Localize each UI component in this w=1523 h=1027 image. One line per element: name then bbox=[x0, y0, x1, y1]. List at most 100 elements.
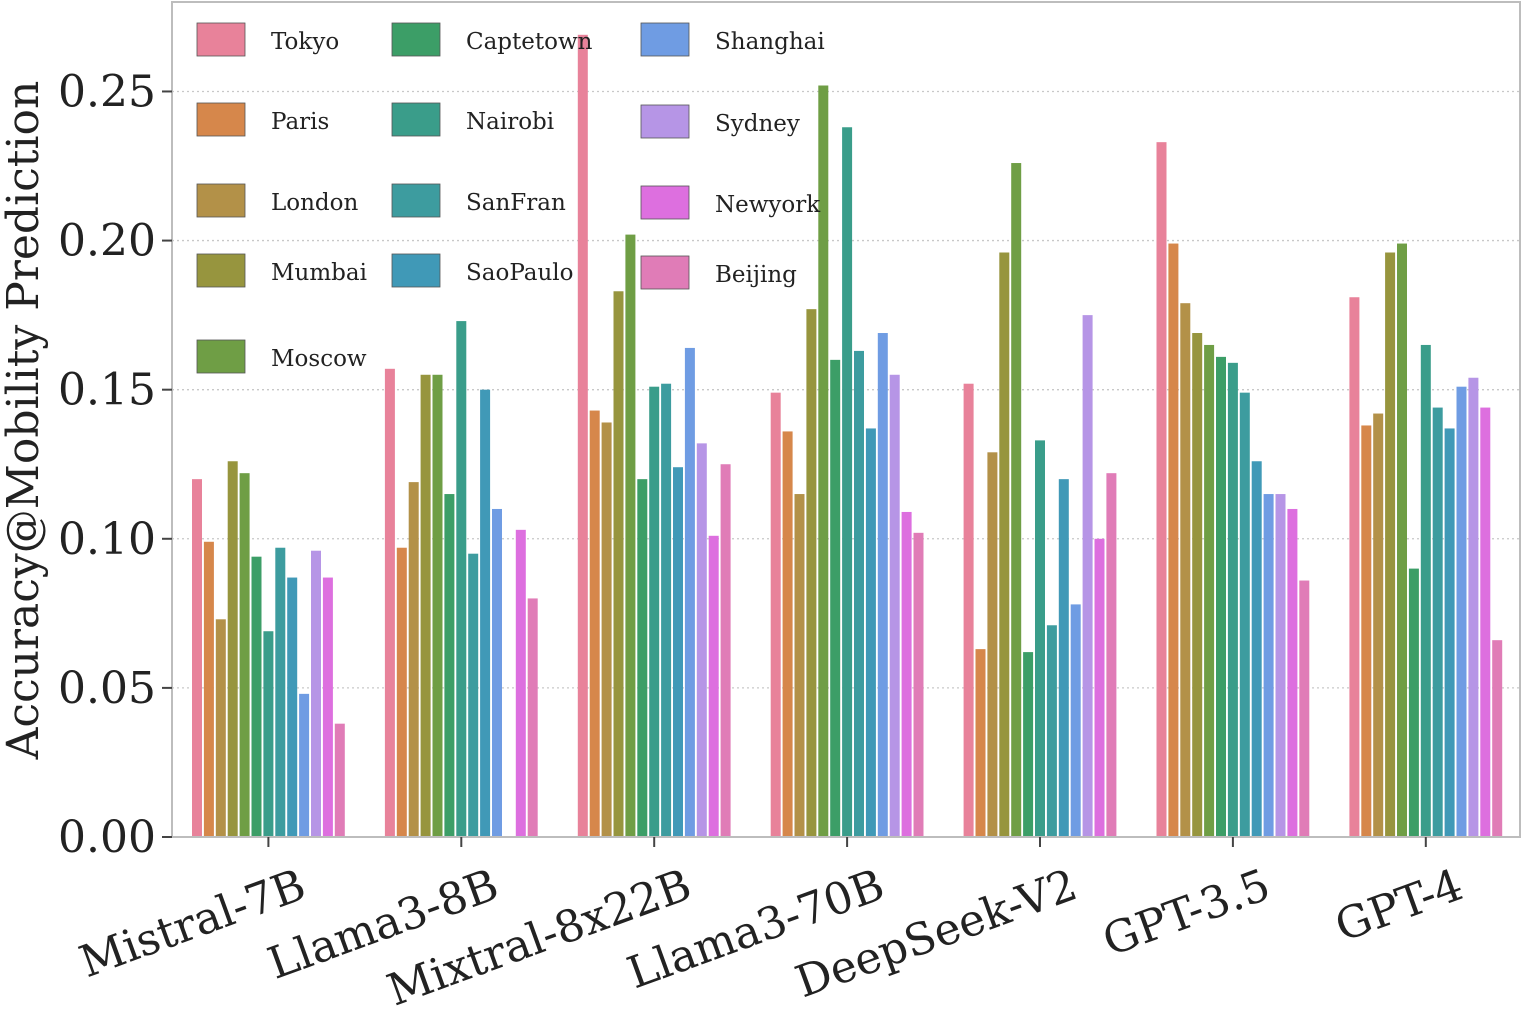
bar-captetown-mistral-7b bbox=[251, 556, 262, 837]
legend-label-london: London bbox=[271, 190, 359, 216]
bar-shanghai-gpt-4 bbox=[1456, 386, 1467, 837]
bar-captetown-gpt-3.5 bbox=[1216, 356, 1226, 837]
y-tick-label: 0.15 bbox=[58, 365, 156, 416]
bar-tokyo-deepseek-v2 bbox=[963, 383, 974, 837]
bar-nairobi-gpt-4 bbox=[1420, 344, 1431, 837]
legend-swatch-newyork bbox=[640, 185, 690, 220]
bar-nairobi-llama3-70b bbox=[842, 127, 853, 837]
legend-swatch-sanfran bbox=[391, 183, 441, 218]
bar-saopaulo-llama3-8b bbox=[480, 389, 491, 837]
bar-newyork-mistral-7b bbox=[322, 577, 333, 837]
bar-tokyo-llama3-70b bbox=[770, 392, 781, 837]
y-tick-label: 0.10 bbox=[58, 514, 156, 565]
y-tick-label: 0.25 bbox=[58, 66, 156, 117]
bar-paris-gpt-3.5 bbox=[1168, 243, 1179, 837]
bar-saopaulo-gpt-4 bbox=[1444, 428, 1455, 837]
bar-saopaulo-llama3-70b bbox=[865, 428, 876, 837]
legend-label-captetown: Captetown bbox=[466, 29, 593, 55]
bar-tokyo-gpt-4 bbox=[1349, 297, 1360, 837]
bar-sydney-deepseek-v2 bbox=[1082, 315, 1093, 837]
legend-label-saopaulo: SaoPaulo bbox=[466, 260, 574, 286]
bar-saopaulo-mixtral-8x22b bbox=[673, 467, 683, 837]
bar-moscow-gpt-4 bbox=[1397, 243, 1407, 837]
bar-shanghai-llama3-8b bbox=[492, 508, 502, 837]
legend-swatch-mumbai bbox=[196, 253, 246, 288]
bar-sanfran-mixtral-8x22b bbox=[661, 383, 672, 837]
bar-mumbai-llama3-70b bbox=[806, 309, 817, 837]
bar-saopaulo-mistral-7b bbox=[287, 577, 298, 837]
x-tick-label: GPT-3.5 bbox=[1096, 859, 1276, 966]
axes-frame bbox=[171, 1, 1521, 838]
bar-nairobi-gpt-3.5 bbox=[1227, 362, 1238, 837]
bar-saopaulo-deepseek-v2 bbox=[1058, 479, 1069, 837]
x-axis: Mistral-7BLlama3-8BMixtral-8x22BLlama3-7… bbox=[73, 837, 1470, 1016]
bar-shanghai-mixtral-8x22b bbox=[684, 347, 695, 837]
bar-beijing-gpt-4 bbox=[1492, 640, 1503, 837]
bar-mumbai-llama3-8b bbox=[420, 374, 431, 837]
bar-moscow-llama3-8b bbox=[432, 374, 443, 837]
bar-sanfran-gpt-4 bbox=[1432, 407, 1443, 837]
legend-swatch-moscow bbox=[196, 339, 246, 374]
bar-moscow-mistral-7b bbox=[239, 473, 250, 837]
bar-captetown-llama3-70b bbox=[830, 359, 841, 837]
bar-shanghai-deepseek-v2 bbox=[1070, 604, 1081, 837]
legend-swatch-london bbox=[196, 183, 246, 218]
x-tick-label: GPT-4 bbox=[1329, 859, 1470, 952]
bar-sanfran-mistral-7b bbox=[275, 547, 286, 837]
legend-swatch-beijing bbox=[640, 255, 690, 290]
bars bbox=[192, 34, 1503, 838]
bar-paris-gpt-4 bbox=[1361, 425, 1372, 837]
bar-mumbai-mistral-7b bbox=[227, 461, 238, 837]
bar-sydney-mixtral-8x22b bbox=[696, 443, 707, 837]
bar-saopaulo-gpt-3.5 bbox=[1251, 461, 1262, 837]
bar-london-gpt-4 bbox=[1373, 413, 1384, 837]
legend-label-tokyo: Tokyo bbox=[271, 29, 339, 55]
bar-paris-deepseek-v2 bbox=[975, 649, 986, 837]
bar-beijing-gpt-3.5 bbox=[1299, 580, 1310, 837]
y-tick-label: 0.00 bbox=[58, 812, 156, 863]
bar-mumbai-mixtral-8x22b bbox=[613, 291, 624, 838]
bar-london-llama3-70b bbox=[794, 494, 805, 837]
legend-swatch-saopaulo bbox=[391, 253, 441, 288]
bar-moscow-gpt-3.5 bbox=[1204, 344, 1215, 837]
bar-newyork-mixtral-8x22b bbox=[708, 535, 719, 837]
bar-shanghai-mistral-7b bbox=[299, 693, 310, 837]
bar-london-mixtral-8x22b bbox=[601, 422, 612, 837]
bar-nairobi-mixtral-8x22b bbox=[649, 386, 660, 837]
legend-swatch-captetown bbox=[391, 22, 441, 57]
bar-newyork-gpt-3.5 bbox=[1287, 508, 1298, 837]
bar-shanghai-llama3-70b bbox=[877, 333, 888, 837]
bar-newyork-llama3-70b bbox=[901, 511, 912, 837]
bar-mumbai-gpt-3.5 bbox=[1192, 333, 1203, 837]
y-axis-label: Accuracy@Mobility Prediction bbox=[0, 81, 49, 761]
bar-tokyo-llama3-8b bbox=[384, 368, 395, 837]
bar-sydney-gpt-4 bbox=[1468, 377, 1479, 837]
bar-mumbai-deepseek-v2 bbox=[999, 252, 1010, 837]
legend-label-moscow: Moscow bbox=[271, 346, 367, 372]
legend-label-newyork: Newyork bbox=[715, 192, 821, 218]
bar-captetown-gpt-4 bbox=[1408, 568, 1419, 837]
bar-newyork-deepseek-v2 bbox=[1094, 538, 1105, 837]
bar-moscow-llama3-70b bbox=[818, 85, 829, 837]
legend-label-beijing: Beijing bbox=[715, 262, 797, 288]
legend-swatch-paris bbox=[196, 102, 246, 137]
bar-beijing-llama3-70b bbox=[913, 532, 924, 837]
bar-nairobi-deepseek-v2 bbox=[1035, 440, 1045, 837]
bar-newyork-gpt-4 bbox=[1480, 407, 1491, 837]
bar-captetown-deepseek-v2 bbox=[1023, 652, 1034, 837]
bar-sanfran-llama3-8b bbox=[468, 553, 479, 837]
bar-sydney-llama3-70b bbox=[889, 374, 900, 837]
bar-nairobi-llama3-8b bbox=[456, 321, 467, 837]
bar-paris-llama3-8b bbox=[396, 547, 407, 837]
bar-newyork-llama3-8b bbox=[515, 529, 526, 837]
bar-beijing-deepseek-v2 bbox=[1106, 473, 1117, 837]
bar-mumbai-gpt-4 bbox=[1385, 252, 1396, 837]
bar-london-mistral-7b bbox=[215, 619, 226, 837]
bar-london-gpt-3.5 bbox=[1180, 303, 1191, 838]
bar-sanfran-gpt-3.5 bbox=[1239, 392, 1250, 837]
bar-sydney-mistral-7b bbox=[311, 550, 321, 837]
bar-tokyo-gpt-3.5 bbox=[1156, 142, 1167, 838]
legend-swatch-shanghai bbox=[640, 22, 690, 57]
legend-label-sanfran: SanFran bbox=[466, 190, 566, 216]
